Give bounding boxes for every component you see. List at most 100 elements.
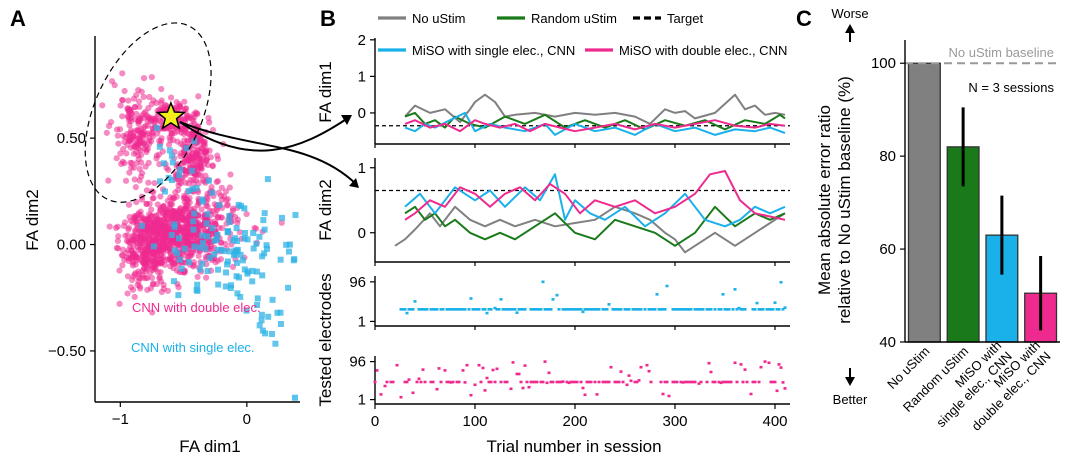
point-double	[132, 184, 139, 191]
point-double	[140, 93, 147, 101]
electrode-mark	[649, 308, 653, 311]
electrode-mark	[601, 308, 605, 311]
point-single	[241, 266, 248, 273]
point-double	[137, 215, 145, 222]
electrode-mark	[445, 380, 449, 384]
point-single	[265, 313, 272, 320]
point-double	[211, 218, 219, 225]
point-single	[168, 231, 175, 238]
point-double	[183, 195, 190, 202]
electrode-mark	[391, 380, 395, 384]
point-single	[226, 213, 233, 220]
electrode-mark	[617, 308, 621, 311]
point-double	[119, 96, 126, 104]
point-double	[196, 223, 203, 230]
point-single	[175, 292, 182, 299]
point-single	[250, 229, 257, 236]
electrode-mark	[727, 308, 731, 311]
panel-letter-a: A	[10, 6, 26, 31]
point-single	[165, 174, 172, 181]
electrode-mark	[461, 369, 465, 372]
point-double	[203, 157, 210, 164]
point-double	[130, 150, 138, 157]
electrode-mark	[579, 308, 583, 311]
electrode-mark	[537, 308, 541, 311]
point-double	[125, 201, 133, 208]
electrode-mark	[439, 380, 443, 384]
electrode-mark	[511, 308, 515, 311]
point-double	[234, 216, 241, 223]
point-double	[191, 235, 198, 243]
electrode-mark	[503, 380, 507, 384]
electrode-mark	[563, 308, 567, 311]
electrode-mark	[477, 308, 481, 311]
point-double	[226, 184, 233, 191]
point-single	[279, 214, 286, 221]
electrode-mark	[623, 308, 627, 311]
electrode-mark	[679, 380, 683, 384]
electrode-mark	[467, 308, 471, 311]
electrode-mark	[759, 308, 763, 311]
electrode-mark	[495, 367, 499, 371]
point-double	[190, 176, 197, 184]
electrode-mark	[495, 308, 499, 311]
point-double	[195, 252, 202, 260]
point-single	[263, 242, 270, 249]
point-single	[274, 309, 281, 316]
electrode-mark	[735, 308, 739, 311]
electrode-mark	[511, 361, 515, 364]
better-arrow-icon	[845, 368, 855, 386]
point-double	[195, 146, 202, 154]
c-ytick-label: 80	[879, 148, 896, 165]
electrode-mark	[525, 380, 529, 384]
electrode-mark	[727, 380, 731, 384]
point-single	[283, 241, 290, 248]
electrode-mark	[627, 308, 631, 311]
electrode-mark	[773, 301, 777, 304]
electrode-mark	[765, 308, 769, 311]
electrode-mark	[697, 382, 701, 385]
point-single	[205, 177, 212, 184]
point-double	[129, 262, 136, 269]
b-ytick-label: 96	[349, 274, 366, 291]
electrode-mark	[737, 306, 741, 310]
electrode-mark	[757, 308, 761, 311]
point-double	[152, 252, 159, 260]
electrode-mark	[607, 380, 611, 384]
electrode-mark	[741, 380, 745, 384]
point-single	[160, 160, 167, 167]
electrode-mark	[627, 374, 631, 377]
panel-a-scatter: −1 0 0.50 0.00 −0.50 CNN with double elec. C…	[23, 22, 300, 456]
electrode-mark	[517, 372, 521, 376]
point-single	[277, 256, 284, 263]
point-single	[166, 147, 173, 154]
point-single	[168, 152, 175, 159]
point-single	[236, 274, 243, 281]
electrode-mark	[575, 380, 579, 384]
electrode-mark	[461, 308, 465, 311]
electrode-mark	[601, 380, 605, 384]
electrode-mark	[483, 308, 487, 311]
electrode-mark	[783, 306, 787, 309]
point-single	[193, 185, 200, 192]
electrode-mark	[775, 308, 779, 311]
electrode-mark	[657, 308, 661, 311]
subplot-electrodes-single: 96 1	[349, 274, 790, 330]
point-single	[277, 320, 284, 327]
point-double	[113, 155, 120, 162]
point-double	[148, 130, 156, 137]
electrode-mark	[543, 360, 547, 363]
electrode-mark	[655, 293, 659, 296]
electrode-mark	[783, 387, 787, 390]
point-double	[181, 159, 188, 166]
point-single	[211, 251, 218, 258]
point-double	[157, 268, 164, 276]
electrode-mark	[719, 308, 723, 311]
point-single	[264, 245, 271, 252]
electrode-mark	[733, 361, 737, 365]
point-double	[149, 223, 156, 230]
electrode-mark	[479, 380, 483, 384]
b-ytick-label: 2	[358, 32, 366, 49]
electrode-mark	[647, 369, 651, 373]
point-single	[156, 143, 163, 150]
